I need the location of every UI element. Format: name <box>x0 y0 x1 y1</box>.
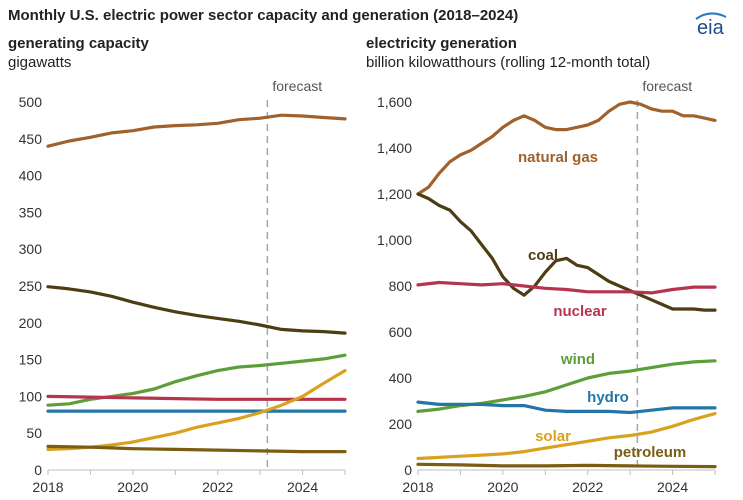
right-petroleum-line <box>416 462 717 469</box>
solar-series-label: solar <box>535 428 571 445</box>
wind-series-label: wind <box>560 351 595 368</box>
left-natural-gas-line <box>46 113 347 148</box>
right-natural-gas-line <box>416 100 717 196</box>
right-y-tick-label: 800 <box>389 278 413 294</box>
figure-title: Monthly U.S. electric power sector capac… <box>8 7 519 24</box>
left-panel-unit: gigawatts <box>8 54 72 71</box>
left-x-tick-label: 2018 <box>32 479 63 495</box>
right-y-tick-label: 200 <box>389 416 413 432</box>
right-panel-title: electricity generation <box>366 35 517 52</box>
svg-text:eia: eia <box>697 17 725 36</box>
right-forecast-label: forecast <box>642 78 692 94</box>
left-y-tick-label: 250 <box>19 278 43 294</box>
natural-gas-series-label: natural gas <box>518 149 598 166</box>
right-x-tick-label: 2018 <box>402 479 433 495</box>
eia-logo: eia <box>695 12 727 36</box>
right-coal-line <box>416 192 717 312</box>
left-y-tick-label: 200 <box>19 315 43 331</box>
left-forecast-label: forecast <box>272 78 322 94</box>
left-y-tick-label: 400 <box>19 168 43 184</box>
nuclear-series-label: nuclear <box>553 303 607 320</box>
right-solar-line <box>416 412 717 461</box>
left-y-tick-label: 500 <box>19 94 43 110</box>
right-hydro-line <box>416 400 717 415</box>
right-y-tick-label: 1,200 <box>377 186 412 202</box>
right-x-tick-label: 2022 <box>572 479 603 495</box>
left-x-tick-label: 2024 <box>287 479 318 495</box>
hydro-series-label: hydro <box>587 389 629 406</box>
coal-series-label: coal <box>528 247 558 264</box>
right-x-tick-label: 2020 <box>487 479 518 495</box>
left-petroleum-line <box>46 444 347 454</box>
right-y-tick-label: 1,000 <box>377 232 412 248</box>
left-y-tick-label: 300 <box>19 241 43 257</box>
right-y-tick-label: 1,600 <box>377 94 412 110</box>
right-nuclear-line <box>416 280 717 295</box>
right-panel-unit: billion kilowatthours (rolling 12-month … <box>366 54 651 71</box>
right-y-tick-label: 600 <box>389 324 413 340</box>
right-y-tick-label: 1,400 <box>377 140 412 156</box>
left-panel-title: generating capacity <box>8 35 149 52</box>
left-y-tick-label: 350 <box>19 204 43 220</box>
left-y-tick-label: 50 <box>26 425 42 441</box>
left-y-tick-label: 0 <box>34 462 42 478</box>
right-x-tick-label: 2024 <box>657 479 688 495</box>
petroleum-series-label: petroleum <box>614 444 687 461</box>
right-y-tick-label: 400 <box>389 370 413 386</box>
left-x-tick-label: 2020 <box>117 479 148 495</box>
left-y-tick-label: 100 <box>19 388 43 404</box>
left-y-tick-label: 450 <box>19 131 43 147</box>
right-y-tick-label: 0 <box>404 462 412 478</box>
left-x-tick-label: 2022 <box>202 479 233 495</box>
left-y-tick-label: 150 <box>19 352 43 368</box>
left-coal-line <box>46 285 347 335</box>
